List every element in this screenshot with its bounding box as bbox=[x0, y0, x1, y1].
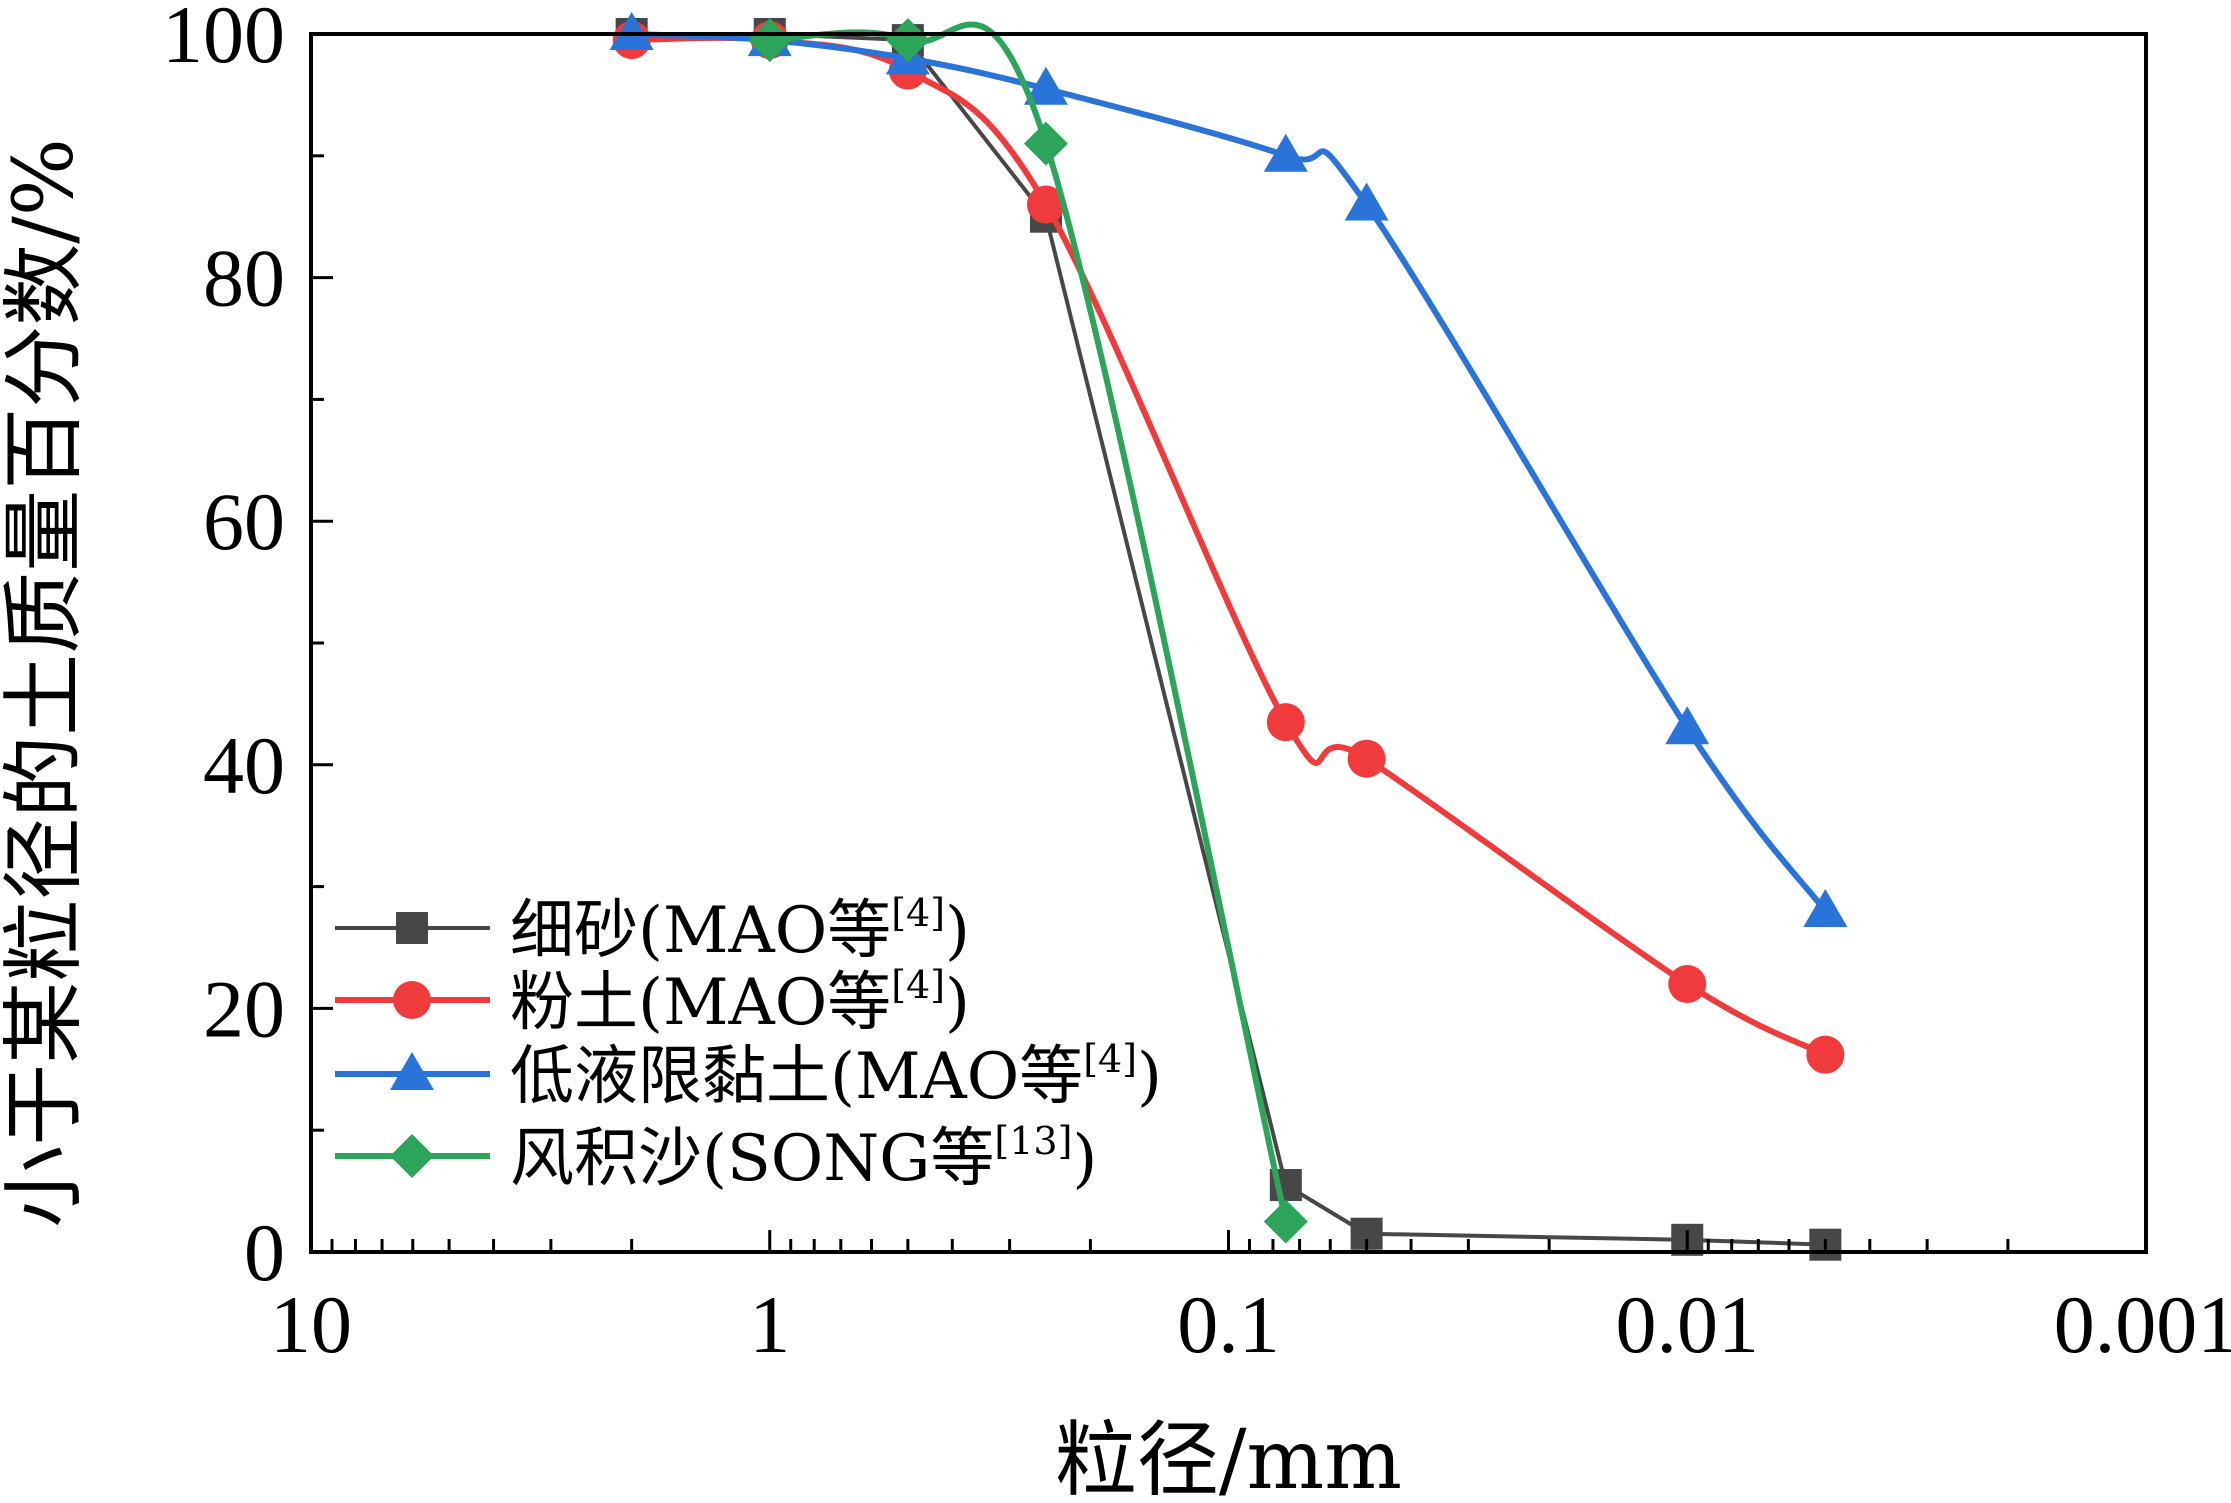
legend-reference: [4] bbox=[891, 963, 945, 1007]
x-tick-label: 0.001 bbox=[2054, 1279, 2231, 1370]
legend-label: 低液限黏土(MAO等[4]) bbox=[510, 1037, 1162, 1114]
y-tick-label: 60 bbox=[203, 476, 285, 567]
diamond-marker bbox=[1023, 121, 1068, 166]
legend-reference: [13] bbox=[994, 1119, 1072, 1163]
diamond-marker bbox=[885, 18, 930, 63]
x-tick-label: 1 bbox=[749, 1279, 790, 1370]
legend-suffix: ) bbox=[1137, 1040, 1162, 1114]
legend-label: 风积沙(SONG等[13]) bbox=[510, 1119, 1097, 1196]
triangle-marker bbox=[609, 12, 654, 50]
x-tick-label: 0.1 bbox=[1177, 1279, 1280, 1370]
triangle-marker bbox=[1263, 133, 1308, 172]
legend-label: 粉土(MAO等[4]) bbox=[510, 963, 970, 1040]
x-tick-label: 10 bbox=[270, 1279, 352, 1370]
legend-suffix: ) bbox=[1072, 1122, 1097, 1196]
series-4 bbox=[747, 18, 1308, 1244]
legend: 细砂(MAO等[4])粉土(MAO等[4])低液限黏土(MAO等[4])风积沙(… bbox=[335, 891, 1162, 1196]
legend-series-name: 风积沙(SONG等 bbox=[510, 1122, 994, 1196]
diamond-marker bbox=[747, 18, 792, 63]
triangle-marker bbox=[390, 1052, 434, 1090]
series-line bbox=[631, 31, 1828, 913]
legend-reference: [4] bbox=[891, 891, 945, 935]
square-marker bbox=[396, 912, 428, 944]
legend-item: 风积沙(SONG等[13]) bbox=[335, 1119, 1097, 1196]
y-tick-label: 40 bbox=[203, 720, 285, 811]
triangle-marker bbox=[1803, 888, 1848, 927]
legend-suffix: ) bbox=[945, 966, 970, 1040]
y-tick-label: 100 bbox=[162, 0, 285, 80]
series-3 bbox=[609, 12, 1848, 927]
axes-layer: 10 1 0.1 0.01 0.001 0 20 40 60 80 100 bbox=[162, 0, 2231, 1370]
legend-item: 细砂(MAO等[4]) bbox=[335, 891, 970, 968]
circle-marker bbox=[1026, 185, 1065, 224]
triangle-marker bbox=[1344, 182, 1389, 221]
triangle-marker bbox=[1665, 706, 1710, 745]
y-axis-title: 小于某粒径的土质量百分数/% bbox=[0, 138, 92, 1228]
x-axis-title: 粒径/mm bbox=[1055, 1413, 1402, 1503]
diamond-marker bbox=[1263, 1199, 1308, 1244]
triangle-marker bbox=[1023, 66, 1068, 105]
circle-marker bbox=[1347, 739, 1386, 778]
legend-item: 低液限黏土(MAO等[4]) bbox=[335, 1037, 1162, 1114]
legend-reference: [4] bbox=[1083, 1037, 1137, 1081]
y-tick-label: 80 bbox=[203, 233, 285, 324]
legend-series-name: 粉土(MAO等 bbox=[510, 966, 891, 1040]
circle-marker bbox=[1668, 965, 1707, 1004]
legend-suffix: ) bbox=[945, 894, 970, 968]
series-layer bbox=[609, 12, 1848, 1261]
legend-label: 细砂(MAO等[4]) bbox=[510, 891, 970, 968]
circle-marker bbox=[1266, 703, 1305, 742]
circle-marker bbox=[1806, 1035, 1845, 1074]
circle-marker bbox=[393, 981, 431, 1019]
diamond-marker bbox=[390, 1134, 434, 1178]
y-tick-label: 20 bbox=[203, 963, 285, 1054]
legend-series-name: 细砂(MAO等 bbox=[510, 894, 891, 968]
legend-series-name: 低液限黏土(MAO等 bbox=[510, 1040, 1083, 1114]
y-tick-label: 0 bbox=[244, 1207, 285, 1298]
x-tick-label: 0.01 bbox=[1616, 1279, 1760, 1370]
legend-item: 粉土(MAO等[4]) bbox=[335, 963, 970, 1040]
